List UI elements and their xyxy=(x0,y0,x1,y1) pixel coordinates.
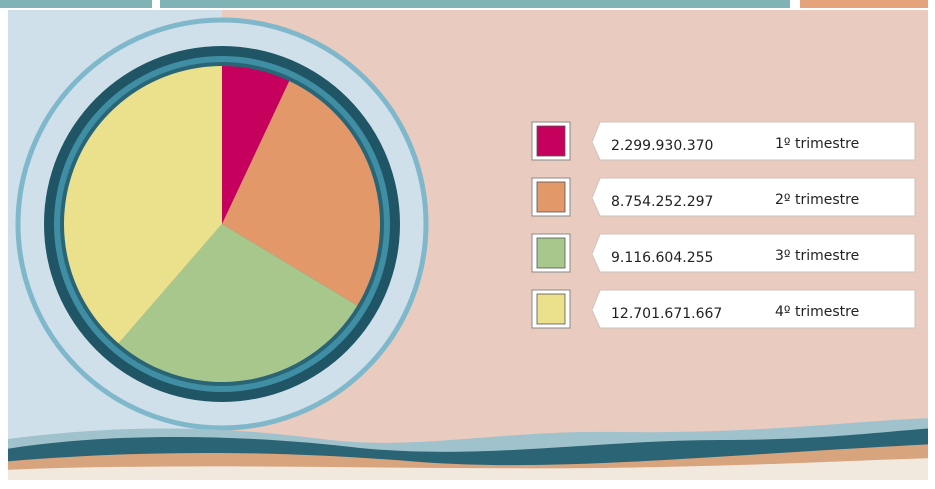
pie xyxy=(64,66,380,382)
legend-swatch xyxy=(537,294,565,324)
value-label: 12.701.671.667 xyxy=(611,306,722,322)
legend-label: 3º trimestre xyxy=(775,248,859,264)
page: 2.299.930.370 1º trimestre 8.754.252.297 2º… xyxy=(0,0,935,489)
value-label: 2.299.930.370 xyxy=(611,138,713,154)
legend-label: 4º trimestre xyxy=(775,304,859,320)
legend-label: 1º trimestre xyxy=(775,136,859,152)
legend-swatch xyxy=(537,238,565,268)
top-bar xyxy=(0,0,152,8)
value-label: 8.754.252.297 xyxy=(611,194,713,210)
legend-swatch xyxy=(537,126,565,156)
value-label: 9.116.604.255 xyxy=(611,250,713,266)
top-bar xyxy=(160,0,790,8)
legend-swatch xyxy=(537,182,565,212)
chart: 2.299.930.370 1º trimestre 8.754.252.297 2º… xyxy=(0,0,935,485)
legend-label: 2º trimestre xyxy=(775,192,859,208)
top-bar xyxy=(800,0,928,8)
